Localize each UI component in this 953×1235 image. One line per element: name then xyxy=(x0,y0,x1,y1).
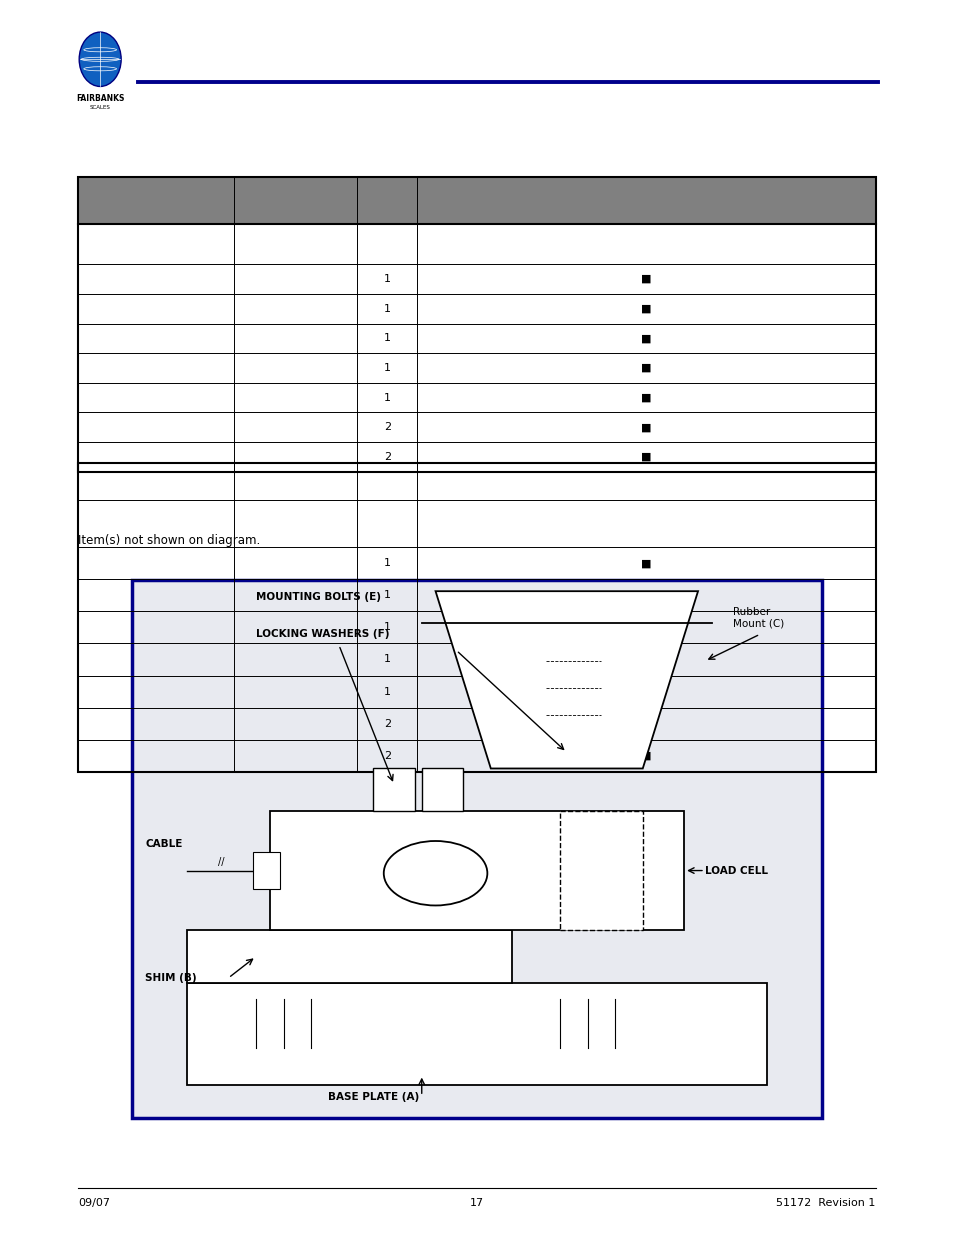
Text: //: // xyxy=(218,857,225,867)
Text: 1: 1 xyxy=(383,304,391,314)
Text: 17: 17 xyxy=(470,1198,483,1208)
Circle shape xyxy=(79,32,121,86)
Text: ■: ■ xyxy=(640,274,651,284)
Text: ■: ■ xyxy=(640,558,651,568)
Text: 1: 1 xyxy=(383,333,391,343)
Bar xyxy=(373,768,415,811)
Text: SCALES: SCALES xyxy=(90,105,111,110)
Text: ■: ■ xyxy=(640,751,651,761)
Text: Rubber
Mount (C): Rubber Mount (C) xyxy=(732,608,783,629)
Bar xyxy=(421,768,463,811)
Bar xyxy=(187,930,511,983)
Text: 1: 1 xyxy=(383,393,391,403)
Text: ■: ■ xyxy=(640,333,651,343)
Text: ■: ■ xyxy=(640,590,651,600)
Text: 1: 1 xyxy=(383,655,391,664)
Text: 2: 2 xyxy=(383,751,391,761)
Text: BASE PLATE (A): BASE PLATE (A) xyxy=(328,1092,418,1102)
Text: 51172  Revision 1: 51172 Revision 1 xyxy=(776,1198,875,1208)
Bar xyxy=(78,177,875,472)
Text: 1: 1 xyxy=(383,687,391,697)
Text: Item(s) not shown on diagram.: Item(s) not shown on diagram. xyxy=(78,534,260,547)
Bar xyxy=(187,983,766,1086)
Polygon shape xyxy=(436,592,698,768)
Text: ■: ■ xyxy=(640,363,651,373)
Text: 2: 2 xyxy=(383,719,391,729)
Text: SHIM (B): SHIM (B) xyxy=(145,973,197,983)
Text: FAIRBANKS: FAIRBANKS xyxy=(76,94,124,103)
Bar xyxy=(132,580,821,1118)
Text: ■: ■ xyxy=(640,452,651,462)
Ellipse shape xyxy=(383,841,487,905)
Text: 1: 1 xyxy=(383,590,391,600)
Text: ■: ■ xyxy=(640,393,651,403)
Text: ■: ■ xyxy=(640,687,651,697)
Text: ■: ■ xyxy=(640,422,651,432)
Text: 2: 2 xyxy=(383,452,391,462)
Text: 1: 1 xyxy=(383,274,391,284)
Text: LOAD CELL: LOAD CELL xyxy=(704,866,767,876)
Text: ■: ■ xyxy=(640,304,651,314)
Text: 2: 2 xyxy=(383,422,391,432)
Text: ■: ■ xyxy=(640,655,651,664)
Text: 1: 1 xyxy=(383,558,391,568)
Text: 09/07: 09/07 xyxy=(78,1198,111,1208)
Text: CABLE: CABLE xyxy=(145,839,183,848)
Text: MOUNTING BOLTS (E): MOUNTING BOLTS (E) xyxy=(255,592,380,601)
Bar xyxy=(559,811,642,930)
Text: ■: ■ xyxy=(640,719,651,729)
Bar xyxy=(270,811,683,930)
Bar xyxy=(253,852,280,889)
Bar xyxy=(78,177,875,224)
Bar xyxy=(78,463,875,772)
Text: 1: 1 xyxy=(383,622,391,632)
Text: LOCKING WASHERS (F): LOCKING WASHERS (F) xyxy=(255,629,389,640)
Text: ■: ■ xyxy=(640,622,651,632)
Text: 1: 1 xyxy=(383,363,391,373)
